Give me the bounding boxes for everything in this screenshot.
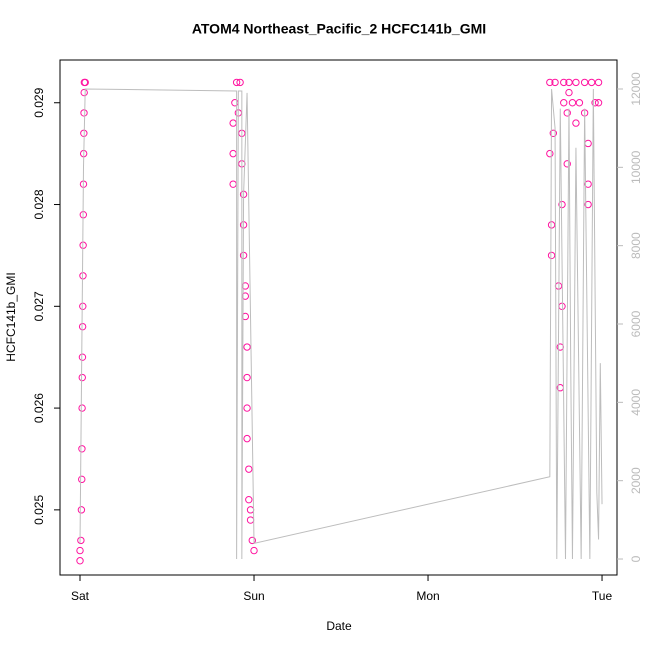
data-point (229, 180, 237, 188)
data-point (558, 200, 566, 209)
data-point (547, 221, 556, 229)
x-axis-label: Date (326, 619, 352, 633)
data-point (232, 78, 241, 87)
data-point (560, 78, 568, 87)
data-point (243, 373, 251, 382)
data-point (551, 78, 559, 87)
data-point (546, 78, 554, 87)
data-point (243, 343, 251, 351)
x-tick-label: Tue (592, 589, 613, 603)
data-point (246, 516, 255, 524)
data-point (580, 78, 589, 87)
data-point (80, 109, 88, 117)
data-point (558, 302, 566, 311)
data-point (81, 78, 89, 87)
data-point (575, 99, 584, 107)
y2-tick-label: 8000 (629, 232, 643, 259)
data-point (591, 99, 599, 107)
data-point (78, 353, 87, 361)
y-tick-label: 0.027 (32, 291, 46, 321)
data-point (565, 88, 573, 97)
data-point (245, 465, 253, 473)
data-point (584, 200, 592, 209)
altitude-line (79, 88, 603, 560)
y2-tick-label: 10000 (629, 150, 643, 184)
data-point (77, 506, 86, 514)
data-point (568, 99, 577, 107)
data-point (78, 373, 86, 382)
data-point (78, 445, 86, 453)
y-tick-label: 0.026 (32, 393, 46, 423)
data-point (584, 180, 592, 188)
y-tick-label: 0.025 (32, 495, 46, 525)
data-point (594, 99, 603, 107)
data-point (243, 434, 251, 443)
data-point (76, 546, 84, 555)
data-point (78, 404, 86, 412)
data-point (565, 78, 573, 87)
data-point (560, 99, 568, 107)
data-point (236, 78, 244, 87)
data-point (549, 129, 558, 137)
data-point (245, 495, 253, 504)
data-point (587, 78, 596, 87)
y2-tick-label: 0 (629, 555, 643, 562)
data-point (246, 506, 255, 514)
x-tick-label: Mon (416, 589, 439, 603)
y-tick-label: 0.028 (32, 189, 46, 219)
data-point (250, 546, 258, 555)
chart-title: ATOM4 Northeast_Pacific_2 HCFC141b_GMI (192, 21, 486, 37)
x-tick-label: Sun (243, 589, 264, 603)
data-point (546, 149, 554, 158)
data-point (229, 119, 237, 127)
y2-tick-label: 2000 (629, 467, 643, 494)
y2-tick-label: 6000 (629, 310, 643, 337)
y-axis-label: HCFC141b_GMI (4, 272, 18, 361)
data-point (243, 404, 251, 412)
data-point (563, 109, 571, 117)
data-point (547, 251, 556, 260)
y2-tick-label: 4000 (629, 389, 643, 416)
data-point (78, 475, 86, 484)
data-point (229, 149, 237, 158)
y2-tick-label: 12000 (629, 72, 643, 106)
data-point (248, 536, 256, 545)
data-point (77, 536, 85, 545)
data-point (594, 78, 603, 87)
data-point (572, 119, 580, 127)
data-point (79, 302, 87, 311)
data-point (78, 322, 87, 331)
data-point (572, 78, 580, 87)
data-point (76, 557, 84, 565)
data-point (80, 88, 88, 97)
data-point (563, 160, 571, 168)
plot-frame (59, 59, 618, 576)
data-point (584, 139, 592, 148)
x-tick-label: Sat (71, 589, 90, 603)
y-tick-label: 0.029 (32, 87, 46, 117)
